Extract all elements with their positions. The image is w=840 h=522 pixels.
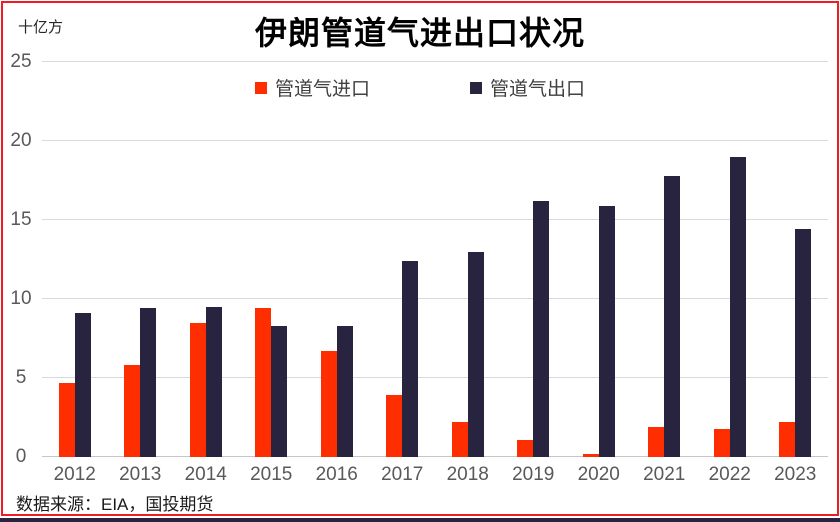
- bar-group-2020: 2020: [566, 62, 632, 485]
- gridline-20: [42, 140, 828, 141]
- x-tick-2020: 2020: [577, 464, 620, 485]
- x-tick-2018: 2018: [446, 464, 489, 485]
- legend-label-import: 管道气进口: [274, 79, 370, 100]
- bar-export-2015: [271, 325, 288, 457]
- bar-group-2021: 2021: [632, 62, 698, 485]
- bar-export-2017: [402, 261, 419, 457]
- bar-groups: 2012 2013 2014 2015 2016 2017 2018 2019 2020 2021…: [42, 62, 829, 485]
- bar-group-2015: 2015: [239, 62, 305, 485]
- x-tick-2014: 2014: [184, 464, 227, 485]
- bar-import-2013: [124, 365, 141, 457]
- gridline-25: [42, 61, 828, 62]
- x-tick-2023: 2023: [774, 464, 817, 485]
- bar-import-2014: [189, 322, 206, 457]
- bar-export-2021: [664, 175, 681, 457]
- x-tick-2016: 2016: [315, 464, 358, 485]
- bar-group-2018: 2018: [435, 62, 501, 485]
- y-tick-5: 5: [15, 367, 27, 388]
- y-tick-10: 10: [10, 288, 32, 309]
- bar-group-2019: 2019: [501, 62, 567, 485]
- chart-title: 伊朗管道气进出口状况: [254, 15, 585, 51]
- x-tick-2021: 2021: [643, 464, 686, 485]
- gridline-10: [42, 298, 828, 299]
- bar-export-2014: [205, 306, 222, 457]
- bar-export-2022: [729, 156, 746, 457]
- bar-export-2023: [795, 229, 812, 457]
- bar-export-2018: [467, 251, 484, 457]
- bar-import-2022: [713, 428, 730, 457]
- x-tick-2012: 2012: [53, 464, 96, 485]
- x-tick-2022: 2022: [708, 464, 751, 485]
- bar-import-2021: [648, 426, 665, 457]
- bar-export-2012: [74, 313, 91, 457]
- gridline-0: [42, 456, 828, 457]
- bar-group-2017: 2017: [370, 62, 436, 485]
- bar-import-2017: [386, 395, 403, 457]
- x-tick-2013: 2013: [119, 464, 162, 485]
- bar-group-2012: 2012: [42, 62, 108, 485]
- x-tick-2017: 2017: [381, 464, 424, 485]
- bar-import-2020: [582, 453, 599, 457]
- data-source-note: 数据来源：EIA，国投期货: [16, 495, 214, 514]
- gridline-15: [42, 219, 828, 220]
- legend-label-export: 管道气出口: [490, 79, 586, 100]
- bar-group-2016: 2016: [304, 62, 370, 485]
- bar-import-2018: [451, 422, 468, 457]
- gridline-5: [42, 377, 828, 378]
- y-axis-unit-label: 十亿方: [18, 19, 64, 36]
- bar-export-2019: [533, 201, 550, 457]
- legend-item-import: 管道气进口: [254, 74, 370, 101]
- bar-import-2015: [255, 308, 272, 457]
- y-tick-20: 20: [10, 130, 32, 151]
- bar-group-2023: 2023: [763, 62, 829, 485]
- bar-import-2012: [58, 382, 75, 457]
- bar-export-2020: [598, 205, 615, 457]
- x-tick-2015: 2015: [250, 464, 293, 485]
- y-axis: 0 5 10 15 20 25: [6, 52, 36, 467]
- chart-legend: 管道气进口 管道气出口: [0, 74, 840, 101]
- x-tick-2019: 2019: [512, 464, 555, 485]
- y-tick-0: 0: [15, 446, 27, 467]
- bar-group-2013: 2013: [108, 62, 174, 485]
- bar-group-2014: 2014: [173, 62, 239, 485]
- import-swatch-icon: [254, 81, 267, 94]
- bar-import-2019: [517, 439, 534, 457]
- y-tick-25: 25: [10, 51, 32, 72]
- bar-import-2023: [779, 422, 796, 457]
- bar-import-2016: [320, 351, 337, 457]
- plot-area: 2012 2013 2014 2015 2016 2017 2018 2019 2020 2021…: [42, 61, 829, 485]
- bar-export-2013: [140, 308, 157, 457]
- y-tick-15: 15: [10, 209, 32, 230]
- export-swatch-icon: [470, 81, 482, 94]
- legend-item-export: 管道气出口: [470, 74, 585, 101]
- bar-export-2016: [336, 325, 353, 457]
- bar-group-2022: 2022: [697, 62, 763, 485]
- bottom-band: [0, 518, 840, 522]
